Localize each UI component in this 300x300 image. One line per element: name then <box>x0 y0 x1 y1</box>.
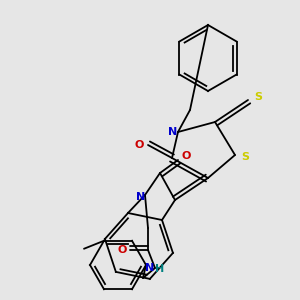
Text: N: N <box>146 263 154 273</box>
Text: S: S <box>254 92 262 102</box>
Text: S: S <box>241 152 249 162</box>
Text: O: O <box>117 245 127 255</box>
Text: H: H <box>155 264 165 274</box>
Text: N: N <box>168 127 178 137</box>
Text: N: N <box>136 192 146 202</box>
Text: O: O <box>181 151 191 161</box>
Text: O: O <box>134 140 144 150</box>
